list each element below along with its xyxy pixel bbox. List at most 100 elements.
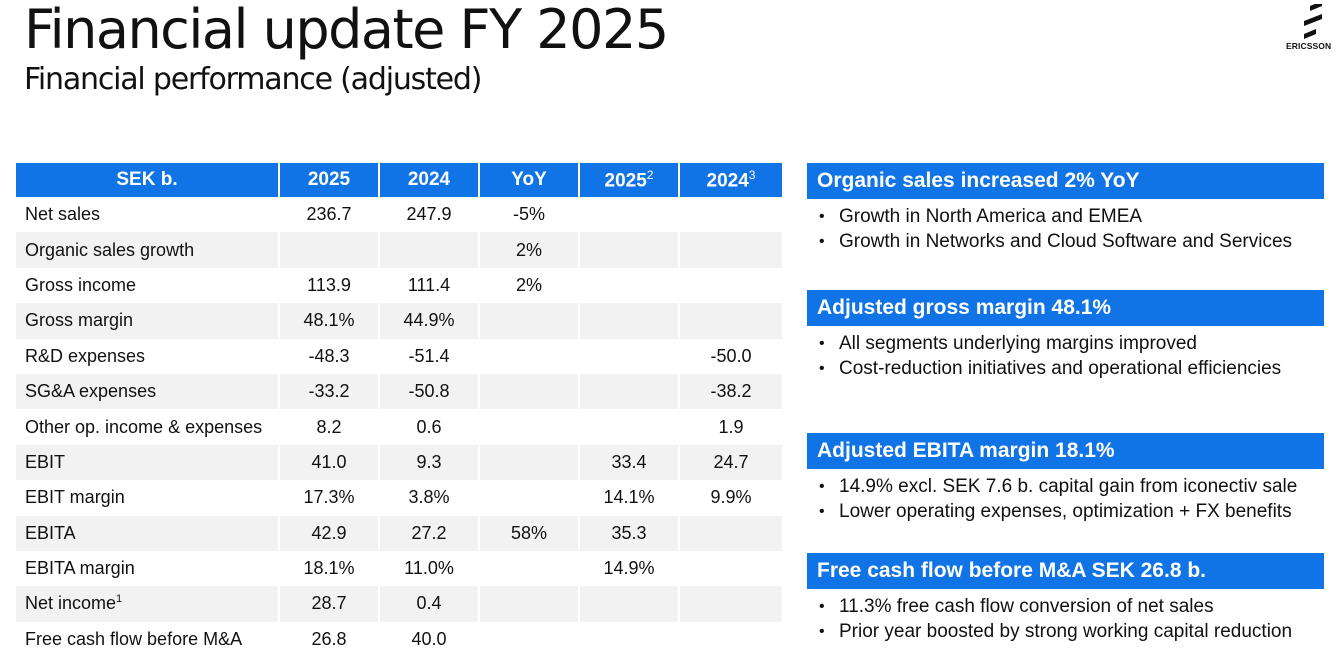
table-cell [580,197,680,233]
table-row: EBIT 41.0 9.3 33.4 24.7 [16,444,782,481]
row-label-text: R&D expenses [25,345,146,366]
bullet-item: Cost-reduction initiatives and operation… [819,357,1324,382]
bullet-list: 14.9% excl. SEK 7.6 b. capital gain from… [807,475,1324,524]
table-cell [580,303,680,339]
row-label-text: SG&A expenses [25,381,157,402]
table-row: EBITA 42.9 27.2 58% 35.3 [16,515,782,551]
table-cell: 17.3% [280,480,380,516]
row-label-text: EBITA margin [25,558,135,579]
table-cell: 42.9 [280,515,380,551]
row-label: Other op. income & expenses [16,409,280,445]
table-cell: 1.9 [718,416,744,437]
row-label-text: Net sales [25,204,101,225]
table-cell: 247.9 [380,197,480,233]
column-header: SEK b. [16,163,280,197]
table-row: EBIT margin 17.3% 3.8% 14.1% 9.9% [16,480,782,516]
row-label: Gross margin [16,303,280,339]
footnote-marker: 3 [748,167,756,182]
row-label-text: EBIT margin [25,487,125,508]
row-label-text: Other op. income & expenses [25,416,263,437]
row-label: R&D expenses [16,338,280,374]
panel-title: Organic sales increased 2% YoY [807,163,1324,199]
table-cell [480,480,580,516]
bullet-item: 11.3% free cash flow conversion of net s… [819,595,1324,620]
table-cell: 27.2 [380,515,480,551]
table-cell: 3.8% [380,480,480,516]
table-cell [380,232,480,268]
table-cell: -51.4 [380,338,480,374]
bullet-list: All segments underlying margins improved… [807,332,1324,381]
table-cell: 41.0 [280,444,380,481]
column-header-label: 2025 [307,169,351,190]
table-cell: 40.0 [380,621,480,658]
table-cell: 11.0% [380,550,480,587]
column-header: 2025 [280,163,380,197]
row-label: Free cash flow before M&A [16,621,280,658]
row-label-text: EBITA [25,522,76,543]
bullet-item: 14.9% excl. SEK 7.6 b. capital gain from… [819,475,1324,500]
row-label: Gross income [16,267,280,304]
row-label-text: Net income [25,593,117,614]
column-header: 20252 [580,163,680,197]
row-label: Net income1 [16,586,280,622]
table-cell: 24.7 [680,444,782,481]
table-cell: 9.9% [710,487,752,508]
table-row: SG&A expenses -33.2 -50.8 -38.2 [16,373,782,410]
table-cell [580,373,680,410]
bullet-list: Growth in North America and EMEAGrowth i… [807,205,1324,254]
table-row: Organic sales growth 2% [16,232,782,268]
table-cell [580,232,680,268]
table-cell: 48.1% [280,303,380,339]
table-row: Other op. income & expenses 8.2 0.6 1.9 [16,409,782,445]
table-cell [680,586,782,622]
row-label-text: EBIT [25,451,66,472]
table-cell: 58% [480,515,580,551]
table-row: Gross income 113.9 111.4 2% [16,267,782,304]
row-label: EBITA [16,515,280,551]
row-label: SG&A expenses [16,373,280,410]
column-header-label: YoY [511,169,547,190]
table-cell: -48.3 [280,338,380,374]
table-row: EBITA margin 18.1% 11.0% 14.9% [16,550,782,587]
panel-title: Adjusted EBITA margin 18.1% [807,433,1324,469]
table-cell [480,550,580,587]
table-cell [480,373,580,410]
highlight-panel: Adjusted EBITA margin 18.1% 14.9% excl. S… [807,433,1324,524]
table-cell [480,444,580,481]
table-cell [680,551,782,586]
panel-title: Adjusted gross margin 48.1% [807,290,1324,326]
ericsson-logo: ERICSSON [1286,4,1340,52]
table-cell: 2% [480,267,580,304]
table-cell [580,586,680,622]
table-row: Net income1 28.7 0.4 [16,586,782,622]
bullet-item: Growth in North America and EMEA [819,205,1324,230]
table-row: R&D expenses -48.3 -51.4 -50.0 [16,338,782,374]
table-cell [280,232,380,268]
table-cell: -50.0 [710,345,752,366]
column-header: 2024 [380,163,480,197]
logo-wordmark: ERICSSON [1286,41,1332,51]
table-cell [580,409,680,445]
table-cell: 14.9% [580,550,680,587]
table-cell [680,268,782,303]
table-cell [580,621,680,658]
table-cell [680,303,782,339]
table-cell: 14.1% [580,480,680,516]
table-cell: 9.3 [380,444,480,481]
table-cell [480,303,580,339]
table-row: Free cash flow before M&A 26.8 40.0 [16,621,782,658]
table-cell [580,267,680,304]
bullet-item: Prior year boosted by strong working cap… [819,620,1324,645]
bullet-item: Lower operating expenses, optimization +… [819,500,1324,525]
bullet-item: All segments underlying margins improved [819,332,1324,357]
table-cell: 111.4 [380,267,480,304]
table-cell [480,338,580,374]
column-header-label: 2024 [407,169,451,190]
table-row: Net sales 236.7 247.9 -5% [16,197,782,233]
row-label: Organic sales growth [16,232,280,268]
table-cell [680,515,782,551]
table-cell [480,409,580,445]
column-header: 20243 [680,163,782,197]
row-label: EBIT [16,444,280,481]
row-label-text: Free cash flow before M&A [25,628,243,649]
